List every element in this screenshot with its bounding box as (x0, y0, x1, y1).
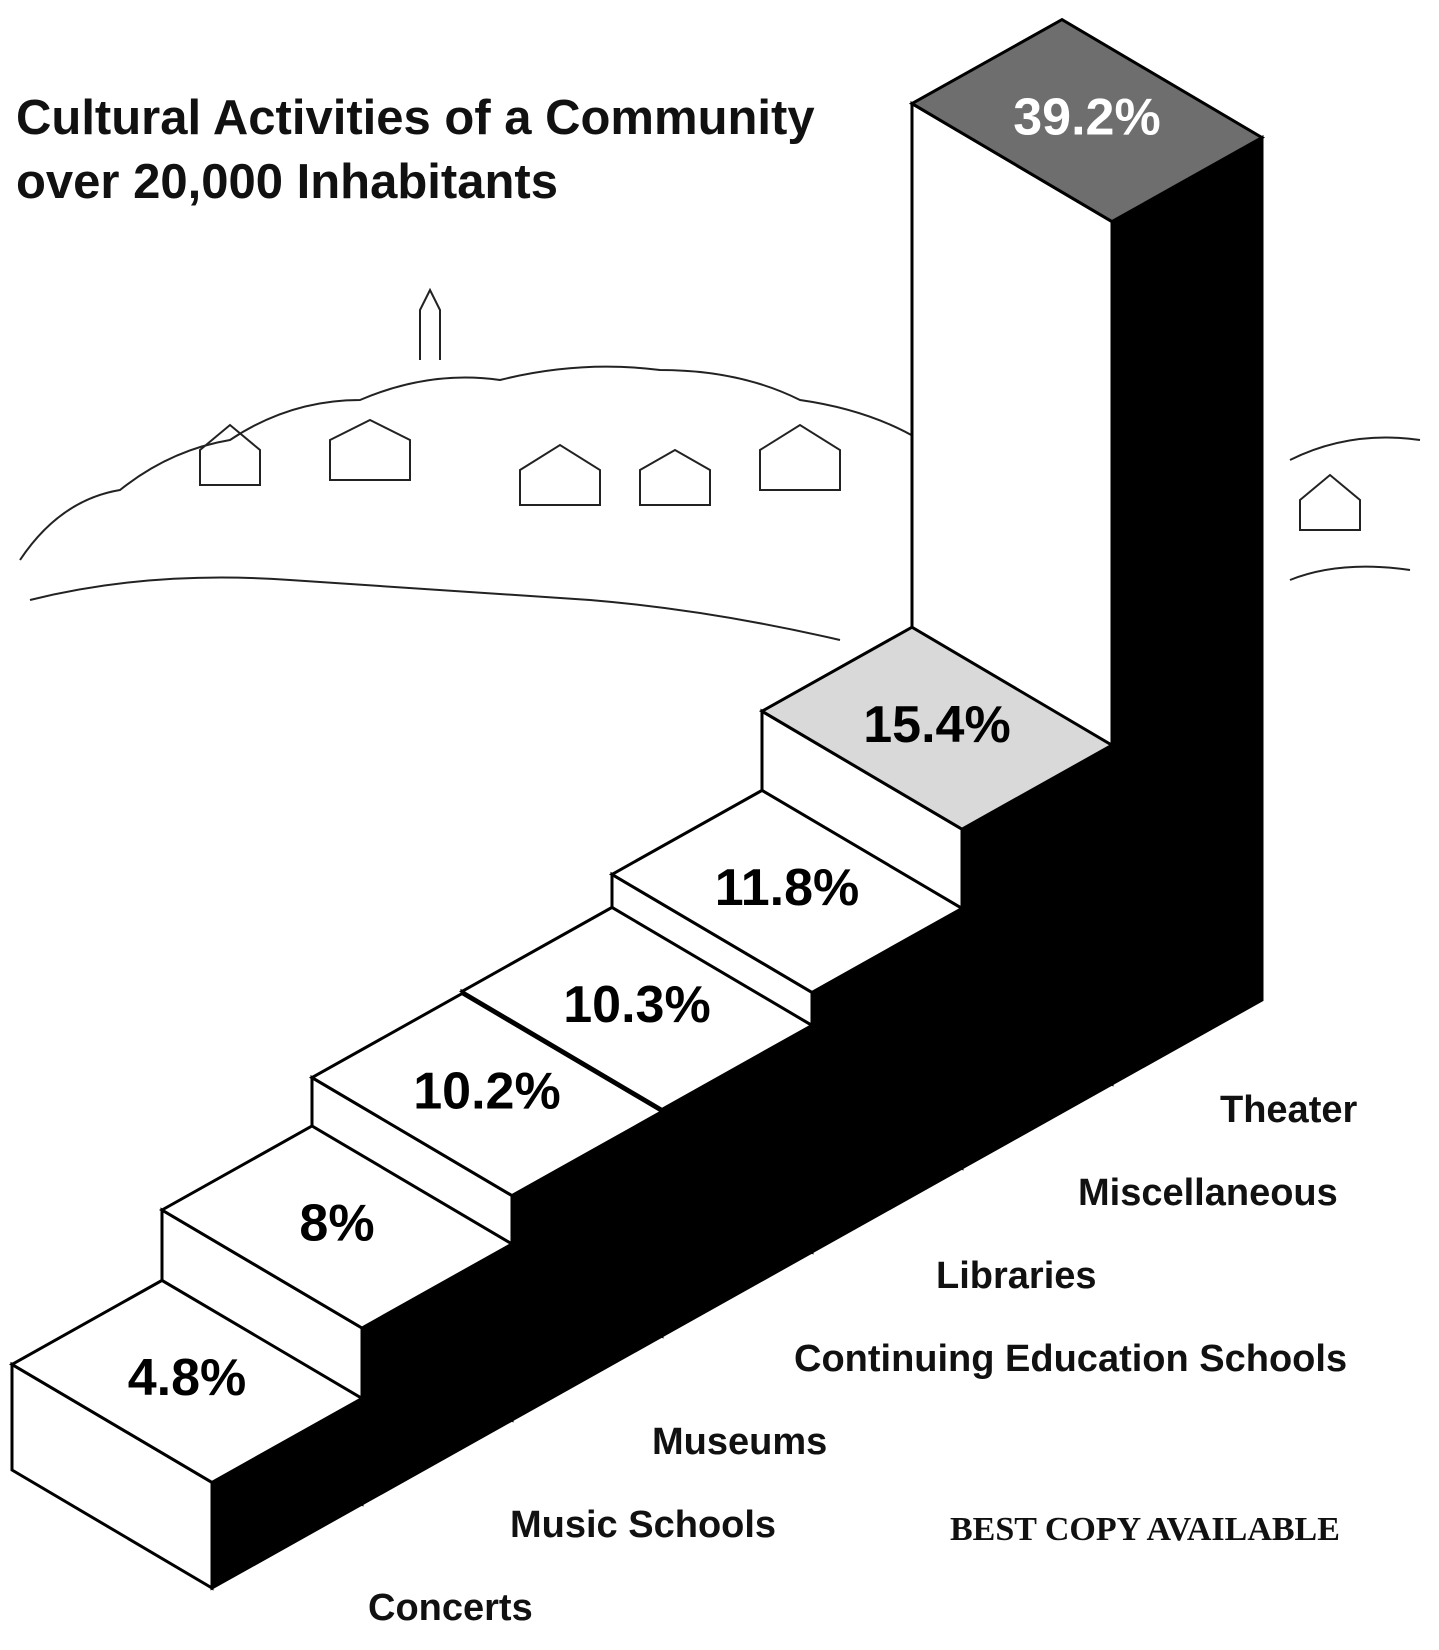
category-label: Continuing Education Schools (794, 1338, 1347, 1380)
category-label: Miscellaneous (1078, 1172, 1338, 1214)
value-label: 10.2% (413, 1062, 560, 1120)
chart-title: Cultural Activities of a Community over … (16, 91, 815, 209)
block-side (1110, 135, 1264, 1087)
block-top (308, 991, 666, 1198)
category-label: Theater (1220, 1089, 1357, 1131)
block-top (8, 1278, 366, 1485)
value-label: 15.4% (863, 696, 1010, 754)
town-sketch (19, 287, 1421, 641)
value-label: 39.2% (1013, 88, 1160, 146)
note: BEST COPY AVAILABLE (950, 1511, 1340, 1548)
value-label: 4.8% (128, 1349, 247, 1407)
value-label: 11.8% (715, 859, 860, 917)
value-label: 8% (299, 1195, 374, 1253)
block-top (158, 1124, 516, 1330)
value-label: 10.3% (563, 976, 710, 1034)
category-label: Concerts (368, 1587, 533, 1629)
block-top (458, 905, 816, 1112)
block-top (908, 17, 1266, 224)
block-top (608, 788, 966, 995)
category-label: Museums (652, 1421, 827, 1463)
category-label: Libraries (936, 1255, 1097, 1297)
category-label: Music Schools (510, 1504, 776, 1546)
block-top (758, 625, 1116, 831)
